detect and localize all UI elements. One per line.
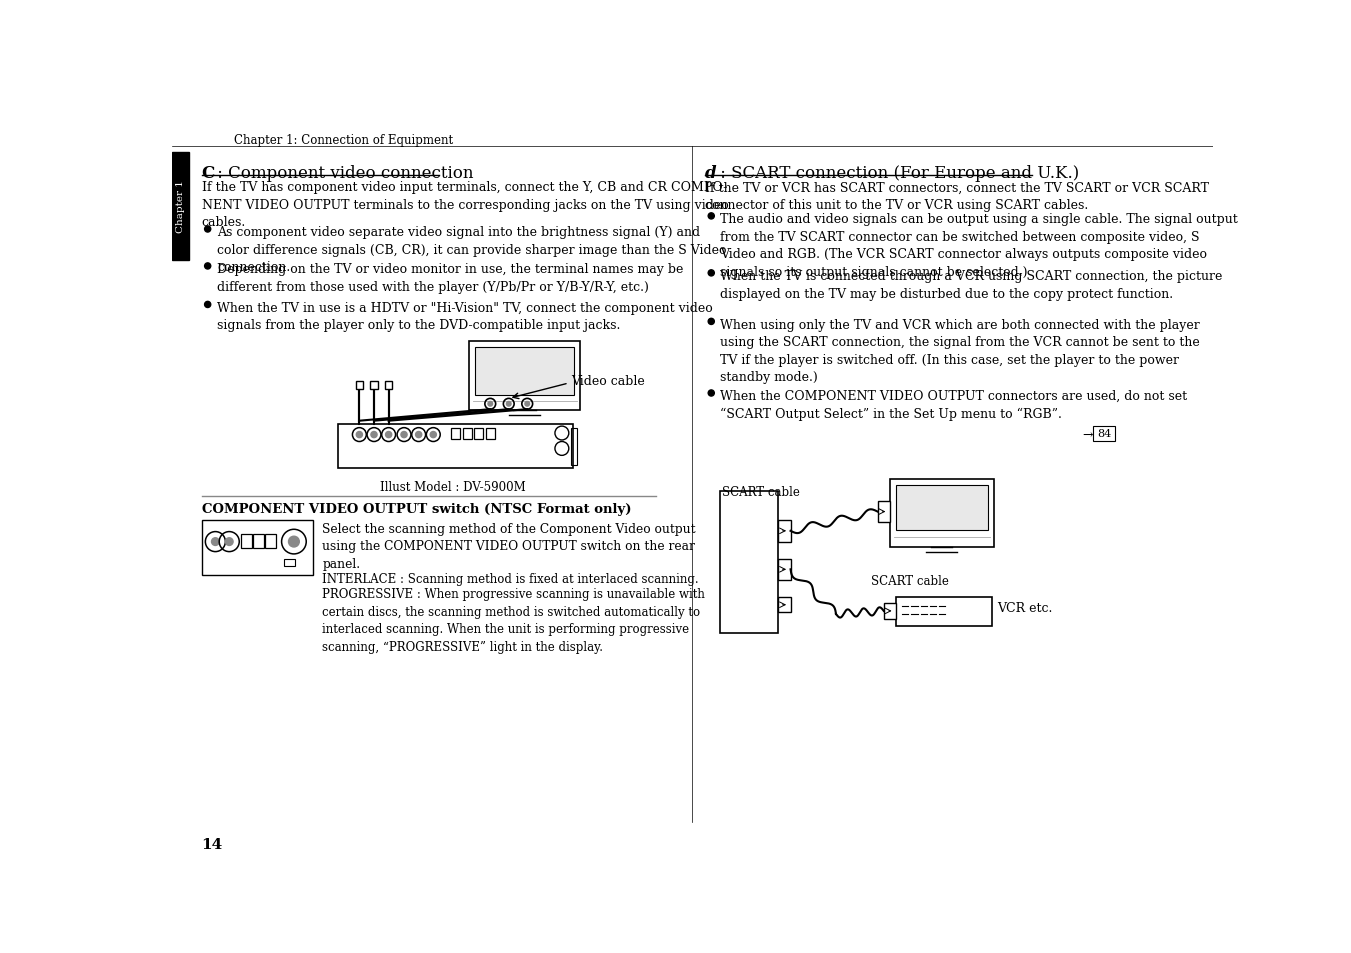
Circle shape — [204, 264, 211, 270]
Circle shape — [708, 271, 715, 276]
Text: : Component video connection: : Component video connection — [212, 164, 474, 181]
Bar — [370, 382, 378, 390]
Text: Illust Model : DV-5900M: Illust Model : DV-5900M — [381, 480, 526, 494]
Text: PROGRESSIVE : When progressive scanning is unavailable with
certain discs, the s: PROGRESSIVE : When progressive scanning … — [323, 587, 705, 653]
Text: →: → — [1082, 428, 1093, 441]
Text: If the TV has component video input terminals, connect the Y, CB and CR COMPO-
N: If the TV has component video input term… — [201, 181, 728, 230]
Text: VCR etc.: VCR etc. — [997, 601, 1052, 615]
Text: : SCART connection (For Europe and U.K.): : SCART connection (For Europe and U.K.) — [715, 164, 1079, 181]
Text: When using only the TV and VCR which are both connected with the player
using th: When using only the TV and VCR which are… — [720, 318, 1200, 384]
Text: When the TV is connected through a VCR using SCART connection, the picture
displ: When the TV is connected through a VCR u… — [720, 270, 1223, 300]
Bar — [253, 535, 263, 548]
Circle shape — [430, 432, 436, 438]
Circle shape — [204, 302, 211, 308]
Text: SCART cable: SCART cable — [721, 486, 800, 498]
Text: When the TV in use is a HDTV or "Hi-Vision" TV, connect the component video
sign: When the TV in use is a HDTV or "Hi-Visi… — [218, 301, 713, 332]
Bar — [474, 429, 484, 439]
Text: COMPONENT VIDEO OUTPUT switch (NTSC Format only): COMPONENT VIDEO OUTPUT switch (NTSC Form… — [201, 502, 631, 515]
Text: When the COMPONENT VIDEO OUTPUT connectors are used, do not set
“SCART Output Se: When the COMPONENT VIDEO OUTPUT connecto… — [720, 390, 1188, 420]
Bar — [571, 428, 577, 465]
FancyBboxPatch shape — [890, 479, 994, 547]
Circle shape — [526, 402, 530, 407]
FancyBboxPatch shape — [469, 341, 581, 411]
Circle shape — [385, 432, 392, 438]
FancyBboxPatch shape — [778, 598, 790, 613]
Bar — [385, 382, 393, 390]
Text: Chapter 1: Connection of Equipment: Chapter 1: Connection of Equipment — [234, 133, 453, 147]
Text: INTERLACE : Scanning method is fixed at interlaced scanning.: INTERLACE : Scanning method is fixed at … — [323, 573, 698, 586]
Text: As component video separate video signal into the brightness signal (Y) and
colo: As component video separate video signal… — [218, 226, 727, 274]
Bar — [355, 382, 363, 390]
Text: 84: 84 — [1097, 429, 1111, 438]
Circle shape — [708, 319, 715, 325]
FancyBboxPatch shape — [1093, 427, 1115, 441]
Bar — [462, 429, 471, 439]
FancyBboxPatch shape — [778, 559, 790, 580]
FancyBboxPatch shape — [474, 348, 574, 395]
Circle shape — [372, 432, 377, 438]
Text: Select the scanning method of the Component Video output
using the COMPONENT VID: Select the scanning method of the Compon… — [323, 522, 696, 570]
Bar — [173, 152, 189, 260]
Text: SCART cable: SCART cable — [870, 575, 948, 587]
Text: If the TV or VCR has SCART connectors, connect the TV SCART or VCR SCART
connect: If the TV or VCR has SCART connectors, c… — [705, 181, 1209, 212]
Text: The audio and video signals can be output using a single cable. The signal outpu: The audio and video signals can be outpu… — [720, 213, 1239, 278]
Circle shape — [416, 432, 422, 438]
Text: Video cable: Video cable — [571, 375, 644, 388]
Text: d: d — [705, 164, 717, 181]
FancyBboxPatch shape — [896, 598, 992, 627]
FancyBboxPatch shape — [201, 520, 313, 576]
Bar — [284, 559, 295, 567]
Bar — [485, 429, 494, 439]
Circle shape — [708, 213, 715, 220]
Circle shape — [401, 432, 407, 438]
FancyBboxPatch shape — [878, 501, 890, 523]
Circle shape — [204, 227, 211, 233]
FancyBboxPatch shape — [896, 486, 988, 531]
Circle shape — [212, 538, 219, 546]
Circle shape — [226, 538, 234, 546]
Circle shape — [357, 432, 362, 438]
Text: Chapter 1: Chapter 1 — [176, 180, 185, 233]
FancyBboxPatch shape — [338, 424, 573, 469]
FancyBboxPatch shape — [778, 520, 790, 542]
FancyBboxPatch shape — [720, 491, 778, 634]
Circle shape — [488, 402, 493, 407]
Bar — [240, 535, 251, 548]
Text: C: C — [201, 164, 215, 181]
Text: Depending on the TV or video monitor in use, the terminal names may be
different: Depending on the TV or video monitor in … — [218, 263, 684, 294]
Circle shape — [289, 537, 300, 547]
Circle shape — [708, 391, 715, 396]
FancyBboxPatch shape — [884, 603, 896, 618]
Text: 14: 14 — [201, 838, 223, 851]
Circle shape — [507, 402, 511, 407]
Bar — [265, 535, 276, 548]
Bar — [451, 429, 461, 439]
